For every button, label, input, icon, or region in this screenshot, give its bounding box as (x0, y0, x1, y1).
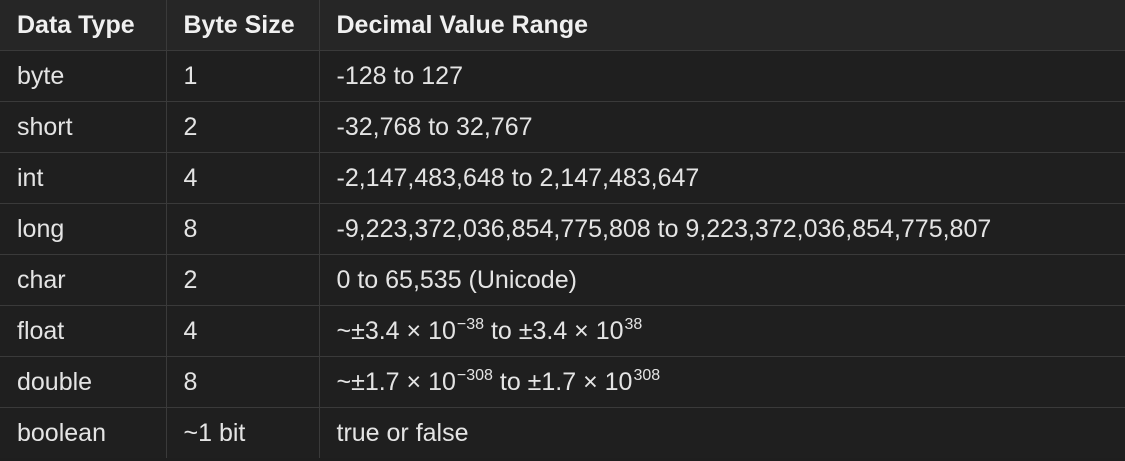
cell-byte-size: 8 (165, 356, 320, 408)
cell-byte-size: 4 (165, 305, 320, 357)
range-exponent-max: 308 (633, 366, 661, 384)
table-row: boolean ~1 bit true or false (0, 407, 1125, 458)
cell-value-range: -9,223,372,036,854,775,808 to 9,223,372,… (318, 203, 1125, 255)
cell-data-type: double (0, 356, 167, 408)
cell-value-range: -32,768 to 32,767 (318, 101, 1125, 153)
table-row: long 8 -9,223,372,036,854,775,808 to 9,2… (0, 203, 1125, 255)
table-row: int 4 -2,147,483,648 to 2,147,483,647 (0, 152, 1125, 204)
range-middle: to ±3.4 × 10 (484, 316, 624, 345)
cell-value-range: 0 to 65,535 (Unicode) (318, 254, 1125, 306)
range-exponent-max: 38 (624, 315, 643, 333)
range-prefix: ~±1.7 × 10 (336, 367, 456, 396)
table-row: short 2 -32,768 to 32,767 (0, 101, 1125, 153)
range-middle: to ±1.7 × 10 (492, 367, 633, 396)
cell-value-range: -2,147,483,648 to 2,147,483,647 (318, 152, 1125, 204)
cell-byte-size: 1 (165, 50, 320, 102)
cell-data-type: char (0, 254, 167, 306)
cell-byte-size: 2 (165, 101, 320, 153)
cell-byte-size: ~1 bit (165, 407, 320, 458)
cell-data-type: int (0, 152, 167, 204)
table-row: double 8 ~±1.7 × 10−308 to ±1.7 × 10308 (0, 356, 1125, 408)
table-header-row: Data Type Byte Size Decimal Value Range (0, 0, 1125, 51)
cell-data-type: short (0, 101, 167, 153)
cell-value-range: ~±1.7 × 10−308 to ±1.7 × 10308 (318, 356, 1125, 408)
cell-value-range: -128 to 127 (318, 50, 1125, 102)
table-row: float 4 ~±3.4 × 10−38 to ±3.4 × 1038 (0, 305, 1125, 357)
range-exponent-min: −308 (456, 366, 493, 384)
header-decimal-value-range: Decimal Value Range (318, 0, 1125, 51)
cell-byte-size: 4 (165, 152, 320, 204)
table-row: char 2 0 to 65,535 (Unicode) (0, 254, 1125, 306)
cell-data-type: float (0, 305, 167, 357)
cell-byte-size: 8 (165, 203, 320, 255)
table-row: byte 1 -128 to 127 (0, 50, 1125, 102)
cell-data-type: long (0, 203, 167, 255)
cell-value-range: true or false (318, 407, 1125, 458)
header-data-type: Data Type (0, 0, 167, 51)
cell-data-type: byte (0, 50, 167, 102)
range-exponent-min: −38 (456, 315, 485, 333)
cell-value-range: ~±3.4 × 10−38 to ±3.4 × 1038 (318, 305, 1125, 357)
cell-byte-size: 2 (165, 254, 320, 306)
header-byte-size: Byte Size (165, 0, 320, 51)
range-prefix: ~±3.4 × 10 (336, 316, 456, 345)
cell-data-type: boolean (0, 407, 167, 458)
